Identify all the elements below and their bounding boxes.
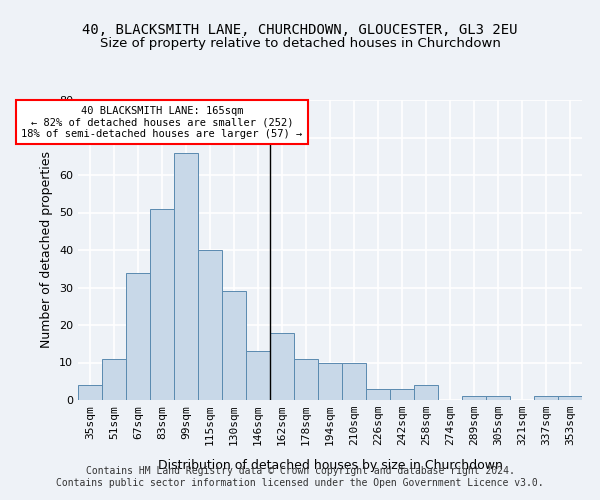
Bar — [534, 396, 558, 400]
Bar — [102, 359, 126, 400]
Bar — [126, 272, 150, 400]
Bar — [318, 362, 342, 400]
Bar — [366, 389, 390, 400]
Text: Contains HM Land Registry data © Crown copyright and database right 2024.
Contai: Contains HM Land Registry data © Crown c… — [56, 466, 544, 487]
X-axis label: Distribution of detached houses by size in Churchdown: Distribution of detached houses by size … — [158, 459, 502, 472]
Text: 40, BLACKSMITH LANE, CHURCHDOWN, GLOUCESTER, GL3 2EU: 40, BLACKSMITH LANE, CHURCHDOWN, GLOUCES… — [82, 23, 518, 37]
Bar — [150, 209, 174, 400]
Text: Size of property relative to detached houses in Churchdown: Size of property relative to detached ho… — [100, 38, 500, 51]
Text: 40 BLACKSMITH LANE: 165sqm
← 82% of detached houses are smaller (252)
18% of sem: 40 BLACKSMITH LANE: 165sqm ← 82% of deta… — [22, 106, 302, 139]
Bar — [246, 351, 270, 400]
Y-axis label: Number of detached properties: Number of detached properties — [40, 152, 53, 348]
Bar — [78, 385, 102, 400]
Bar — [462, 396, 486, 400]
Bar — [558, 396, 582, 400]
Bar — [342, 362, 366, 400]
Bar — [486, 396, 510, 400]
Bar — [390, 389, 414, 400]
Bar — [270, 332, 294, 400]
Bar — [294, 359, 318, 400]
Bar — [174, 152, 198, 400]
Bar — [222, 291, 246, 400]
Bar — [414, 385, 438, 400]
Bar — [198, 250, 222, 400]
